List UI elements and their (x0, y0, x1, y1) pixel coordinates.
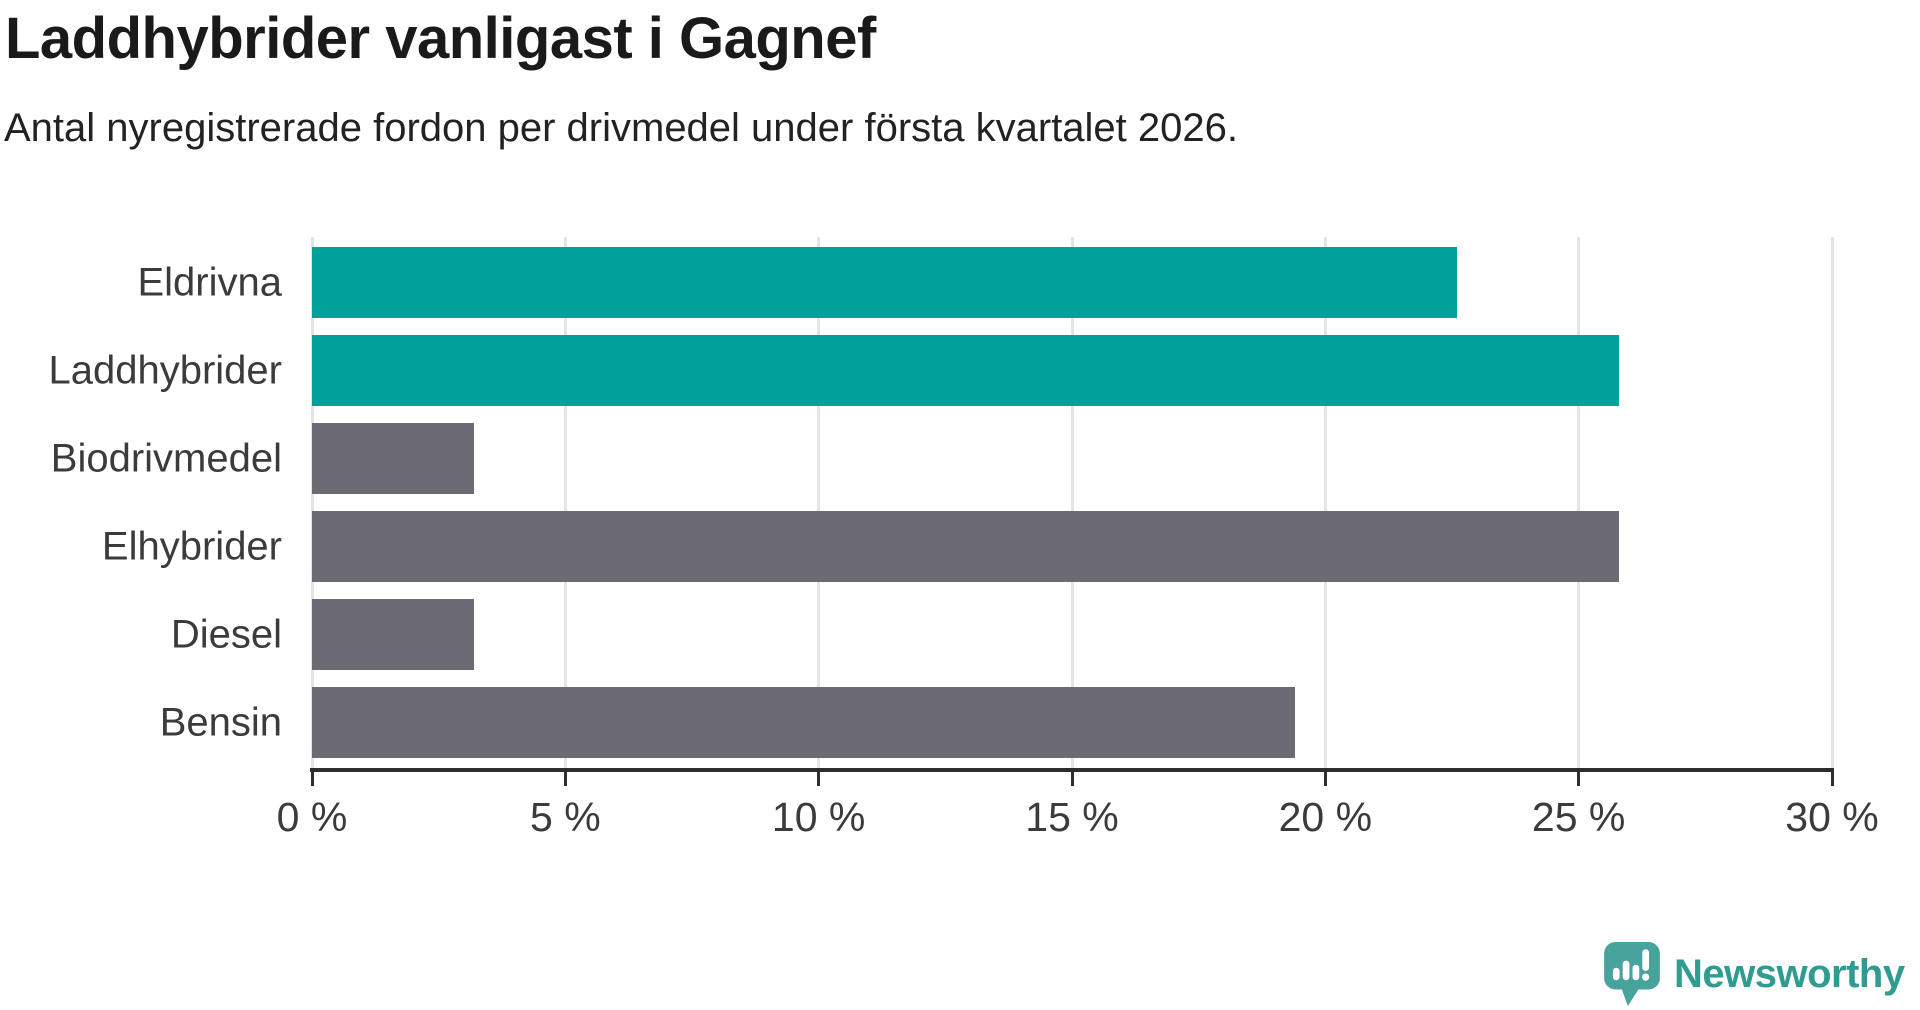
gridline-10 (817, 237, 821, 768)
x-tick-mark-0 (310, 768, 314, 786)
gridline-20 (1323, 237, 1327, 768)
x-axis: 0 % 5 % 10 % 15 % 20 % 25 % 30 % (277, 768, 1879, 858)
x-tick-mark-25 (1577, 768, 1581, 786)
category-label-bensin: Bensin (159, 700, 282, 744)
category-label-biodrivmedel: Biodrivmedel (50, 436, 282, 480)
x-tick-label-15: 15 % (1025, 794, 1119, 840)
x-tick-mark-20 (1323, 768, 1327, 786)
gridline-15 (1070, 237, 1074, 768)
logo-bar-1 (1612, 967, 1620, 981)
newsworthy-logo-icon (1604, 942, 1660, 1006)
gridline-25 (1577, 237, 1581, 768)
gridline-5 (563, 237, 567, 768)
x-tick-label-25: 25 % (1531, 794, 1626, 840)
gridline-30 (1830, 237, 1834, 768)
logo-exclamation-bar (1642, 949, 1650, 971)
bar-biodrivmedel (312, 423, 475, 494)
x-tick-label-20: 20 % (1278, 794, 1373, 840)
category-label-eldrivna: Eldrivna (137, 260, 282, 304)
x-tick-mark-15 (1070, 768, 1074, 786)
newsworthy-logo: Newsworthy (1604, 942, 1905, 1006)
gridline-0 (310, 237, 314, 768)
bar-elhybrider (312, 511, 1620, 582)
plot-area (310, 237, 1834, 768)
bar-eldrivna (312, 247, 1458, 318)
category-label-elhybrider: Elhybrider (101, 524, 282, 568)
bar-diesel (312, 599, 475, 670)
chart-title: Laddhybrider vanligast i Gagnef (5, 6, 876, 71)
x-tick-mark-10 (817, 768, 821, 786)
chart-subtitle: Antal nyregistrerade fordon per drivmede… (4, 106, 1239, 150)
logo-exclamation-dot (1642, 973, 1650, 981)
logo-bar-3 (1632, 964, 1640, 981)
x-tick-mark-30 (1830, 768, 1834, 786)
category-label-laddhybrider: Laddhybrider (48, 348, 283, 392)
x-tick-label-10: 10 % (771, 794, 866, 840)
category-label-diesel: Diesel (170, 612, 282, 656)
newsworthy-logo-text: Newsworthy (1674, 951, 1905, 996)
bar-bensin (312, 687, 1295, 758)
x-tick-mark-5 (563, 768, 567, 786)
x-tick-label-5: 5 % (530, 794, 601, 840)
y-axis-labels: Eldrivna Laddhybrider Biodrivmedel Elhybrid… (0, 237, 283, 768)
x-tick-label-30: 30 % (1785, 794, 1879, 840)
bar-laddhybrider (312, 335, 1620, 406)
logo-bar-2 (1622, 960, 1630, 981)
x-tick-label-0: 0 % (276, 794, 348, 840)
